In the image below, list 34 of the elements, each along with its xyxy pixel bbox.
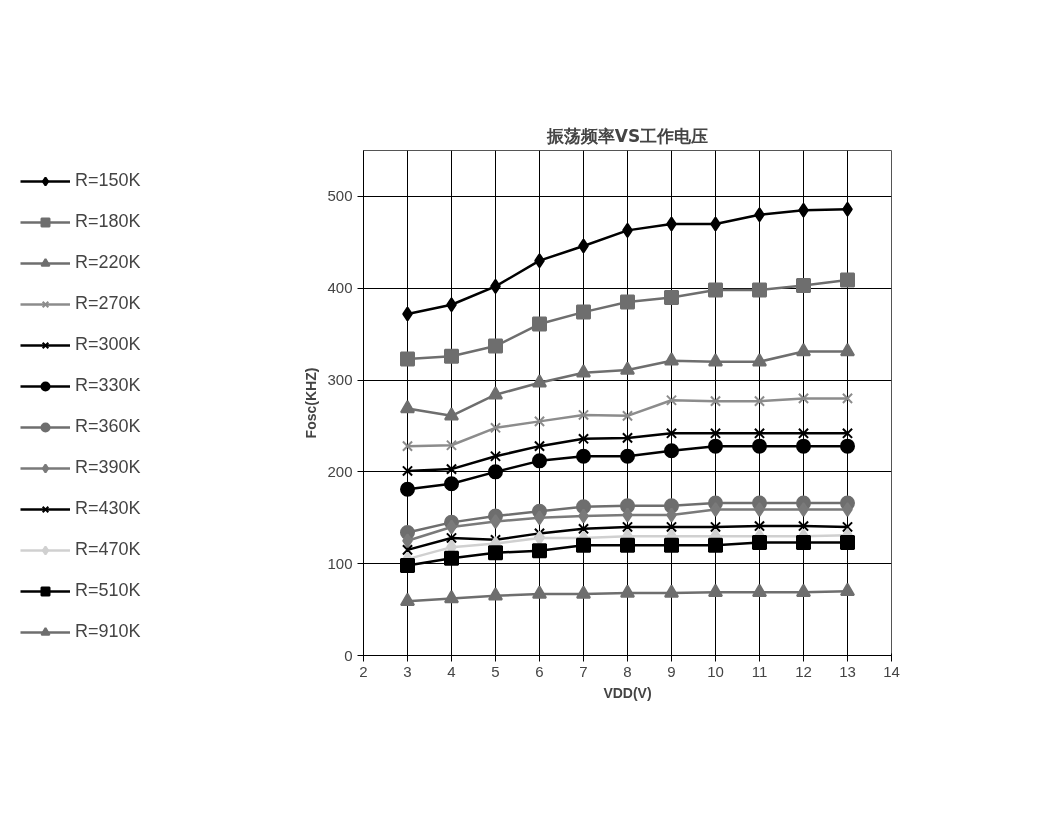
x-axis-title: VDD(V) bbox=[603, 684, 652, 701]
chart-title: 振荡频率VS工作电压 bbox=[545, 125, 709, 146]
y-tick-label: 0 bbox=[344, 646, 353, 664]
x-tick-label: 6 bbox=[535, 662, 544, 680]
y-axis-title: Fosc(KHZ) bbox=[303, 367, 320, 439]
legend-label: R=180K bbox=[75, 211, 141, 232]
x-tick-label: 8 bbox=[623, 662, 632, 680]
legend-label: R=330K bbox=[75, 375, 141, 396]
x-tick-label: 12 bbox=[795, 662, 812, 680]
legend-label: R=360K bbox=[75, 416, 141, 437]
x-tick-label: 9 bbox=[667, 662, 676, 680]
x-tick-label: 4 bbox=[447, 662, 456, 680]
y-tick-label: 400 bbox=[327, 279, 353, 297]
x-tick-label: 2 bbox=[359, 662, 368, 680]
x-tick-label: 5 bbox=[491, 662, 500, 680]
y-tick-label: 200 bbox=[327, 462, 353, 480]
y-tick-label: 500 bbox=[327, 187, 353, 205]
legend-label: R=470K bbox=[75, 539, 141, 560]
legend-label: R=300K bbox=[75, 334, 141, 355]
x-tick-label: 10 bbox=[707, 662, 724, 680]
legend-label: R=510K bbox=[75, 580, 141, 601]
y-tick-label: 100 bbox=[327, 554, 353, 572]
x-tick-label: 13 bbox=[839, 662, 856, 680]
y-tick-label: 300 bbox=[327, 371, 353, 389]
x-tick-label: 7 bbox=[579, 662, 588, 680]
legend-label: R=430K bbox=[75, 498, 141, 519]
x-tick-label: 3 bbox=[403, 662, 412, 680]
legend-label: R=270K bbox=[75, 293, 141, 314]
legend-label: R=910K bbox=[75, 621, 141, 642]
legend-label: R=220K bbox=[75, 252, 141, 273]
x-tick-label: 11 bbox=[751, 662, 768, 680]
x-tick-label: 14 bbox=[883, 662, 900, 680]
legend-label: R=150K bbox=[75, 170, 141, 191]
legend-label: R=390K bbox=[75, 457, 141, 478]
